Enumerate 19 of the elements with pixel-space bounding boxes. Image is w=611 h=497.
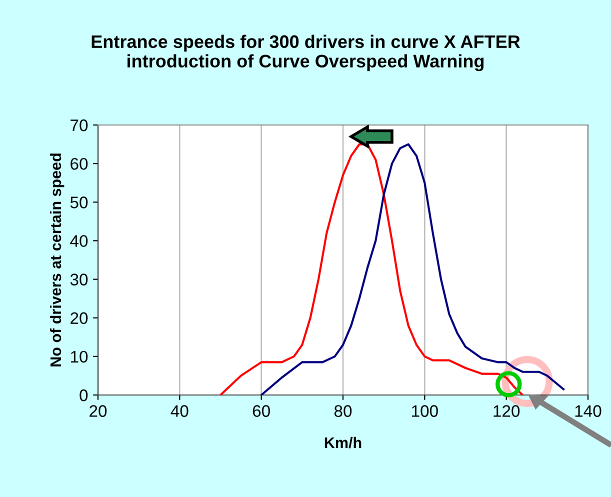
line-series xyxy=(260,143,565,395)
y-tick-label: 0 xyxy=(80,389,88,402)
y-tick-label: 60 xyxy=(70,158,88,170)
y-tick-label: 30 xyxy=(70,274,88,286)
x-tick-label: 120 xyxy=(494,405,520,417)
y-tick-label: 40 xyxy=(70,235,88,247)
x-tick-label: 140 xyxy=(575,405,602,417)
x-tick-label: 40 xyxy=(170,405,188,417)
x-tick-label: 80 xyxy=(334,405,352,417)
x-tick-label: 20 xyxy=(90,405,107,417)
y-tick-label: 20 xyxy=(70,312,88,324)
x-tick-label: 60 xyxy=(252,405,270,417)
chart-title: Entrance speeds for 300 drivers in curve X AFTER introduction of Curve Overspeed Warning xyxy=(92,34,520,72)
x-axis-title: Km/h xyxy=(324,436,362,448)
x-tick-label: 100 xyxy=(412,405,438,417)
y-tick-label: 70 xyxy=(70,119,88,132)
y-tick-label: 10 xyxy=(71,350,88,363)
y-tick-label: 50 xyxy=(70,196,88,208)
y-axis-title: No of drivers at certain speed xyxy=(50,154,64,366)
